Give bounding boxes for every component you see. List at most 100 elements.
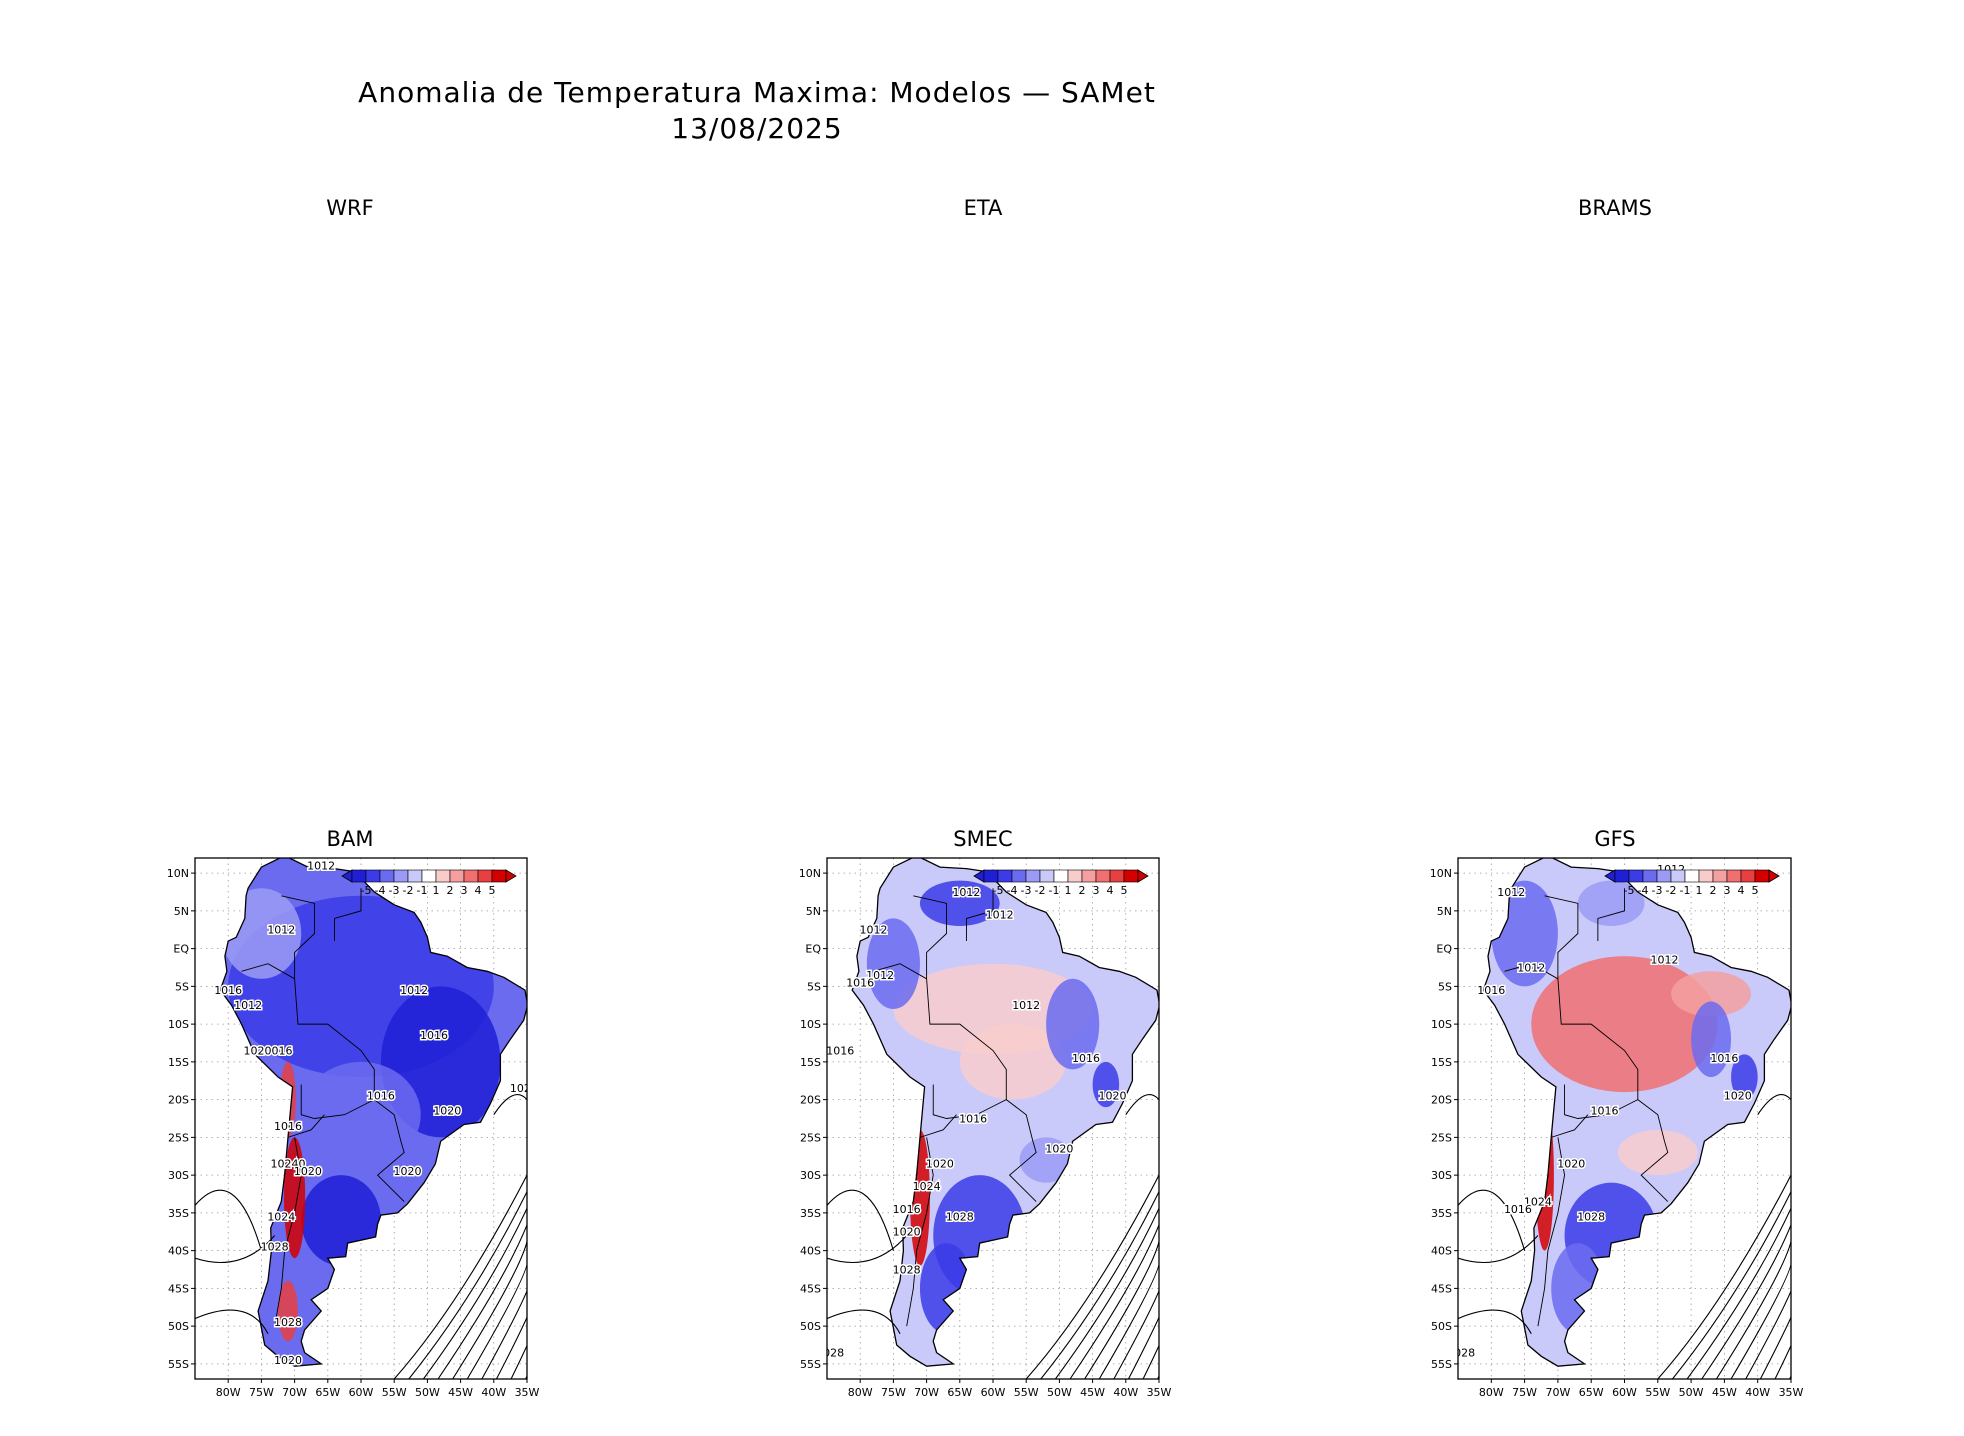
isobar-line — [1069, 1224, 1159, 1379]
ytick-label: 15S — [800, 1056, 821, 1069]
ytick-label: 30S — [168, 1169, 189, 1182]
ytick-label: 5N — [174, 905, 189, 918]
ytick-label: 10N — [167, 867, 189, 880]
border-line — [919, 1114, 957, 1138]
colorbar-label: -2 — [403, 884, 414, 897]
isobar-label: 102 — [510, 1082, 531, 1095]
isobar-line — [1701, 1224, 1791, 1379]
colorbar-segment — [1726, 869, 1742, 883]
colorbar-arrow-right — [1768, 869, 1780, 883]
isobar-line — [1715, 1241, 1791, 1379]
isobar-line — [393, 1174, 527, 1379]
map-area: 1012101210161012101210161020016101610201… — [195, 858, 531, 1379]
border-line — [932, 1084, 1007, 1119]
isobar-label: 1012 — [866, 969, 894, 982]
colorbar-segment — [1081, 869, 1097, 883]
isobar-label: 1020 — [893, 1226, 921, 1239]
isobar-line — [1757, 1094, 1791, 1116]
anomaly-region-pos5 — [910, 1129, 930, 1266]
border-line — [1564, 1084, 1639, 1119]
ytick-label: 10N — [799, 867, 821, 880]
colorbar-label: 3 — [1724, 884, 1731, 897]
isobar-line — [1113, 1274, 1159, 1379]
xtick-label: 50W — [415, 1386, 440, 1399]
country-borders — [873, 888, 1037, 1327]
xtick-label: 60W — [981, 1386, 1006, 1399]
xtick-label: 80W — [216, 1386, 241, 1399]
colorbar-segment — [1754, 869, 1770, 883]
figure-date: 13/08/2025 — [671, 112, 842, 145]
panel-title-bam: BAM — [327, 827, 374, 851]
anomaly-fields — [221, 888, 501, 1342]
isobar-label: 1012 — [267, 924, 295, 937]
colorbar-arrow-right — [505, 869, 517, 883]
isobar-label: 1016 — [367, 1090, 395, 1103]
colorbar-label: -1 — [1680, 884, 1691, 897]
colorbar-segment — [1656, 869, 1672, 883]
xtick-label: 75W — [1512, 1386, 1537, 1399]
xtick-label: 35W — [1779, 1386, 1804, 1399]
colorbar-segment — [1053, 869, 1069, 883]
ytick-label: 20S — [800, 1094, 821, 1107]
isobar-line — [827, 1235, 908, 1264]
isobar-label: 1028 — [893, 1263, 921, 1276]
ytick-label: 25S — [800, 1131, 821, 1144]
colorbar-segment — [1067, 869, 1083, 883]
border-line — [1551, 1114, 1589, 1138]
xtick-label: 50W — [1047, 1386, 1072, 1399]
anomaly-region-pos4 — [278, 1280, 298, 1342]
isobar-line — [195, 1309, 269, 1334]
isobar-line — [526, 1340, 527, 1342]
anomaly-region-pos1 — [1617, 1129, 1698, 1176]
isobar-label: 1012 — [1650, 954, 1678, 967]
colorbar-segment — [365, 869, 381, 883]
colorbar-label: -4 — [1007, 884, 1018, 897]
isobar-line — [422, 1208, 527, 1379]
colorbar-segment — [1095, 869, 1111, 883]
colorbar-segment — [491, 869, 507, 883]
ytick-label: 10S — [800, 1018, 821, 1031]
isobar-line — [481, 1274, 527, 1379]
isobar-line — [1672, 1191, 1791, 1379]
coastline — [851, 858, 1159, 1367]
isobar-line — [1790, 1340, 1791, 1342]
isobar-label: 1016 — [1072, 1052, 1100, 1065]
isobar-lines — [195, 1094, 527, 1379]
colorbar-segment — [477, 869, 493, 883]
isobar-line — [1730, 1258, 1791, 1379]
panel-title-smec: SMEC — [953, 827, 1012, 851]
ytick-label: 50S — [1431, 1320, 1452, 1333]
isobar-label: 10240 — [270, 1158, 305, 1171]
colorbar-label: -3 — [389, 884, 400, 897]
isobar-label: 1020 — [926, 1158, 954, 1171]
colorbar-label: -1 — [1049, 884, 1060, 897]
xtick-label: 45W — [1080, 1386, 1105, 1399]
colorbar-label: -5 — [361, 884, 372, 897]
isobar-line — [452, 1241, 527, 1379]
isobar-label: 1016 — [1710, 1052, 1738, 1065]
anomaly-region-neg4 — [1731, 1054, 1758, 1100]
colorbar-segment — [1025, 869, 1041, 883]
colorbar-label: 2 — [1710, 884, 1717, 897]
isobar-label: 1028 — [946, 1210, 974, 1223]
isobar-label: 1012 — [234, 999, 262, 1012]
isobar-label: 1020 — [1099, 1090, 1127, 1103]
colorbar-segment — [1684, 869, 1700, 883]
isobar-line — [1458, 1309, 1532, 1334]
anomaly-region-neg2 — [1019, 1137, 1073, 1183]
isobar-lines — [1458, 1094, 1791, 1379]
border-line — [906, 1137, 934, 1327]
colorbar: -5 -4 -3 -2 -1 1 2 3 4 5 — [1604, 869, 1780, 897]
isobar-line — [1686, 1208, 1791, 1379]
ytick-label: 40S — [1431, 1245, 1452, 1258]
xtick-label: 55W — [1014, 1386, 1039, 1399]
xtick-label: 70W — [1545, 1386, 1570, 1399]
isobar-line — [525, 1323, 527, 1379]
map-area: 1012101210121012101610121016101610201016… — [827, 858, 1159, 1379]
colorbar-segment — [983, 869, 999, 883]
xtick-label: 75W — [249, 1386, 274, 1399]
colorbar-segment — [1670, 869, 1686, 883]
ytick-label: 20S — [168, 1094, 189, 1107]
colorbar-label: 4 — [1107, 884, 1114, 897]
border-line — [913, 895, 947, 979]
